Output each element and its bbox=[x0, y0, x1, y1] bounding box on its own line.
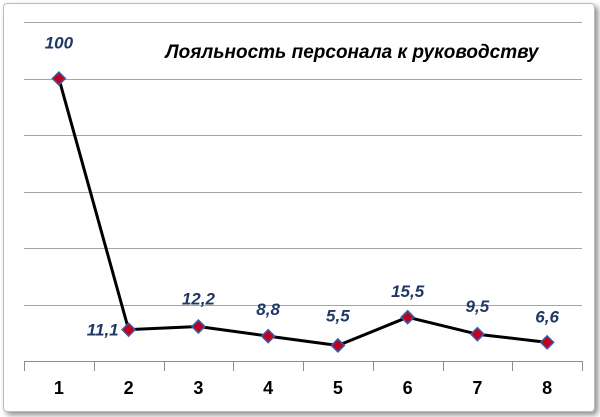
data-labels: 100 11,1 12,2 8,8 5,5 15,5 9,5 6,6 bbox=[45, 34, 560, 340]
data-label: 11,1 bbox=[87, 321, 119, 340]
data-point-marker bbox=[469, 326, 485, 342]
data-label: 8,8 bbox=[256, 300, 280, 319]
x-axis bbox=[24, 361, 583, 371]
data-label: 15,5 bbox=[391, 282, 425, 301]
data-point-marker bbox=[330, 337, 346, 354]
data-label: 100 bbox=[45, 34, 74, 53]
data-point-marker bbox=[121, 322, 137, 338]
chart-frame bbox=[3, 3, 595, 412]
data-point-marker bbox=[400, 309, 416, 325]
series-polyline bbox=[57, 78, 548, 347]
x-tick-label: 4 bbox=[263, 378, 273, 398]
x-tick-label: 6 bbox=[403, 378, 413, 398]
x-tick-label: 3 bbox=[193, 378, 203, 398]
data-label: 5,5 bbox=[326, 306, 350, 325]
data-point-marker bbox=[190, 318, 206, 335]
x-tick-label: 5 bbox=[333, 378, 343, 398]
data-point-marker bbox=[51, 70, 67, 87]
x-tick-label: 7 bbox=[472, 378, 482, 398]
x-tick-labels: 1 2 3 4 5 6 7 8 bbox=[54, 378, 552, 398]
data-label: 9,5 bbox=[466, 297, 490, 316]
data-point-marker bbox=[260, 328, 276, 344]
x-tick-label: 8 bbox=[542, 378, 552, 398]
chart-title: Лояльность персонала к руководству bbox=[164, 42, 540, 63]
x-tick-label: 2 bbox=[124, 378, 134, 398]
x-tick-label: 1 bbox=[54, 378, 64, 398]
series-line bbox=[51, 70, 555, 354]
data-label: 6,6 bbox=[535, 307, 559, 326]
data-point-marker bbox=[539, 334, 555, 350]
gridlines bbox=[24, 22, 582, 306]
data-label: 12,2 bbox=[182, 290, 216, 309]
